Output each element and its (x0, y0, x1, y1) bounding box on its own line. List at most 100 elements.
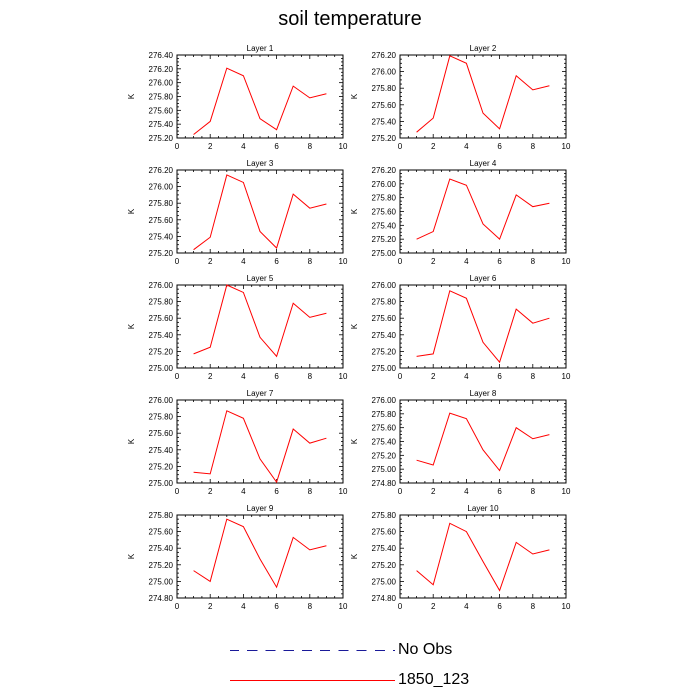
series-line-1850-123 (193, 284, 327, 358)
y-tick-label: 275.40 (149, 232, 174, 241)
y-tick-label: 275.80 (149, 511, 174, 520)
y-tick-label: 275.60 (149, 528, 174, 537)
y-tick-label: 275.00 (149, 479, 174, 488)
series-line-1850-123 (416, 178, 550, 241)
y-tick-label: 276.20 (372, 51, 397, 60)
y-tick-label: 275.20 (149, 134, 174, 143)
x-tick-label: 0 (175, 602, 180, 611)
x-tick-label: 8 (308, 602, 313, 611)
y-tick-label: 275.40 (372, 331, 397, 340)
y-tick-label: 275.20 (372, 561, 397, 570)
y-axis-label: K (127, 553, 136, 559)
chart-layer-10: Layer 10 K 0 2 4 6 8 10 274.80 275.00 275.20 275.40… (350, 504, 571, 611)
plot-frame (176, 284, 344, 369)
plot-frame (399, 399, 567, 484)
x-tick-label: 10 (562, 487, 571, 496)
y-tick-label: 275.80 (149, 298, 174, 307)
x-tick-label: 4 (241, 602, 246, 611)
figure-title: soil temperature (278, 8, 422, 30)
y-tick-label: 275.00 (372, 249, 397, 258)
x-tick-label: 2 (431, 142, 436, 151)
x-tick-label: 6 (274, 257, 279, 266)
y-tick-label: 276.20 (149, 65, 174, 74)
chart-layer-9: Layer 9 K 0 2 4 6 8 10 274.80 275.00 275.20 275.40 2… (127, 504, 348, 611)
x-tick-label: 8 (308, 257, 313, 266)
chart-layer-1: Layer 1 K 0 2 4 6 8 10 275.20 275.40 275.60 275.80 2… (127, 44, 348, 151)
series-line-1850-123 (416, 290, 550, 364)
x-tick-label: 8 (531, 257, 536, 266)
plot-frame (176, 399, 344, 484)
x-tick-label: 2 (208, 602, 213, 611)
y-axis-label: K (127, 438, 136, 444)
y-tick-label: 274.80 (149, 594, 174, 603)
panel-title: Layer 9 (247, 504, 274, 513)
legend-line-no-obs (230, 650, 395, 651)
y-tick-label: 275.00 (372, 364, 397, 373)
x-tick-label: 10 (339, 487, 348, 496)
x-tick-label: 10 (339, 372, 348, 381)
y-tick-label: 275.00 (372, 465, 397, 474)
x-tick-label: 10 (339, 602, 348, 611)
x-tick-label: 4 (464, 142, 469, 151)
x-tick-label: 4 (241, 487, 246, 496)
x-tick-label: 4 (464, 487, 469, 496)
x-tick-label: 6 (497, 602, 502, 611)
y-axis-label: K (350, 208, 359, 214)
y-tick-label: 276.20 (149, 166, 174, 175)
series-line-1850-123 (193, 174, 327, 251)
series-line-1850-123 (416, 55, 550, 133)
x-tick-label: 2 (208, 257, 213, 266)
y-tick-label: 275.40 (149, 544, 174, 553)
panel-title: Layer 6 (470, 274, 497, 283)
y-tick-label: 275.80 (149, 93, 174, 102)
panel-title: Layer 1 (247, 44, 274, 53)
x-tick-label: 2 (431, 602, 436, 611)
x-tick-label: 6 (497, 372, 502, 381)
y-tick-label: 275.20 (149, 462, 174, 471)
legend-label-no-obs: No Obs (398, 641, 453, 658)
x-tick-label: 10 (562, 142, 571, 151)
y-tick-label: 275.40 (372, 438, 397, 447)
series-line-1850-123 (193, 410, 327, 484)
y-tick-label: 275.40 (149, 446, 174, 455)
y-tick-label: 275.40 (149, 120, 174, 129)
x-tick-label: 6 (497, 257, 502, 266)
x-tick-label: 8 (531, 487, 536, 496)
panel-title: Layer 7 (247, 389, 274, 398)
y-tick-label: 275.00 (149, 364, 174, 373)
y-tick-label: 275.40 (372, 117, 397, 126)
x-tick-label: 10 (562, 257, 571, 266)
y-tick-label: 276.00 (149, 396, 174, 405)
y-tick-label: 275.40 (372, 544, 397, 553)
chart-layer-7: Layer 7 K 0 2 4 6 8 10 275.00 275.20 275.40 275.60 2… (127, 389, 348, 496)
plot-frame (176, 54, 344, 139)
y-axis-label: K (350, 323, 359, 329)
x-tick-label: 0 (175, 142, 180, 151)
y-tick-label: 274.80 (372, 479, 397, 488)
chart-layer-5: Layer 5 K 0 2 4 6 8 10 275.00 275.20 275.40 275.60 2… (127, 274, 348, 381)
y-tick-label: 275.40 (372, 221, 397, 230)
y-tick-label: 276.40 (149, 51, 174, 60)
x-tick-label: 2 (208, 487, 213, 496)
plot-frame (399, 169, 567, 254)
x-tick-label: 0 (398, 602, 403, 611)
y-tick-label: 275.80 (372, 194, 397, 203)
x-tick-label: 6 (274, 142, 279, 151)
y-tick-label: 275.60 (149, 314, 174, 323)
x-tick-label: 8 (308, 487, 313, 496)
x-tick-label: 0 (398, 142, 403, 151)
y-tick-label: 275.80 (149, 413, 174, 422)
y-tick-label: 275.60 (372, 314, 397, 323)
y-tick-label: 275.60 (149, 216, 174, 225)
x-tick-label: 2 (208, 142, 213, 151)
chart-layer-2: Layer 2 K 0 2 4 6 8 10 275.20 275.40 275.60 275.80 2… (350, 44, 571, 151)
x-tick-label: 2 (431, 487, 436, 496)
y-tick-label: 275.80 (372, 410, 397, 419)
x-tick-label: 6 (274, 602, 279, 611)
y-tick-label: 275.40 (149, 331, 174, 340)
y-axis-label: K (350, 553, 359, 559)
y-axis-label: K (127, 93, 136, 99)
chart-layer-4: Layer 4 K 0 2 4 6 8 10 275.00 275.20 275.40 275.60 2… (350, 159, 571, 266)
y-tick-label: 275.00 (372, 577, 397, 586)
y-tick-label: 275.80 (372, 511, 397, 520)
